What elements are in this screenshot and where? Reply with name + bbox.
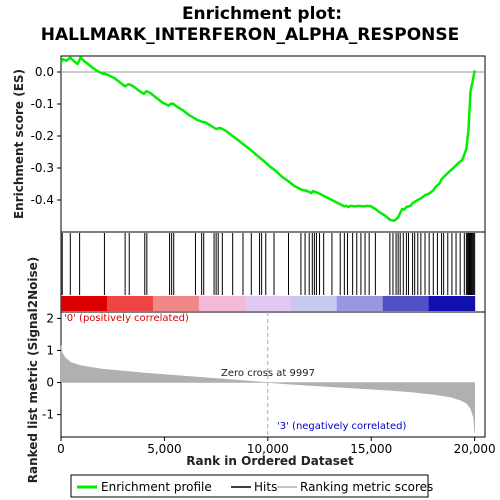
- es-y-tick-label: -0.4: [31, 193, 54, 207]
- negative-correlation-label: '3' (negatively correlated): [277, 421, 406, 432]
- metric-y-tick-label: 0: [46, 376, 54, 390]
- heatmap-segment: [428, 296, 476, 311]
- heatmap-segment: [290, 296, 338, 311]
- chart-title-line1: Enrichment plot:: [182, 4, 342, 24]
- metric-panel: 2 1 0 -1 0 5,000 10,000 15,000 20,000: [42, 311, 496, 456]
- hits-panel: [61, 233, 476, 311]
- rank-x-tick-label: 10,000: [247, 442, 289, 456]
- metric-axis-title: Ranked list metric (Signal2Noise): [26, 257, 40, 484]
- legend-box: [70, 474, 429, 498]
- heatmap-segment: [106, 296, 154, 311]
- metric-y-tick-label: 1: [46, 343, 54, 357]
- heatmap-segment: [336, 296, 384, 311]
- heatmap-segment: [382, 296, 430, 311]
- es-axis-title: Enrichment score (ES): [12, 69, 26, 219]
- es-y-tick-label: -0.3: [31, 161, 54, 175]
- es-y-tick-label: 0.0: [35, 65, 54, 79]
- positive-correlation-label: '0' (positively correlated): [64, 313, 189, 324]
- rank-x-tick-label: 15,000: [350, 442, 392, 456]
- es-panel-frame: [60, 55, 486, 233]
- es-y-tick-label: -0.2: [31, 129, 54, 143]
- legend-label-enrichment: Enrichment profile: [101, 480, 212, 494]
- legend: Enrichment profile Hits Ranking metric s…: [70, 474, 433, 498]
- ranking-metric-area: [60, 345, 475, 433]
- es-y-tick-label: -0.1: [31, 97, 54, 111]
- heatmap-segment: [61, 296, 108, 311]
- heatmap-segment: [152, 296, 200, 311]
- metric-y-tick-label: -1: [42, 408, 54, 422]
- chart-title-line2: HALLMARK_INTERFERON_ALPHA_RESPONSE: [41, 25, 460, 45]
- legend-label-hits: Hits: [254, 480, 277, 494]
- heatmap-segment: [244, 296, 292, 311]
- rank-x-tick-label: 20,000: [454, 442, 496, 456]
- metric-y-tick-label: 2: [46, 311, 54, 325]
- zero-cross-label: Zero cross at 9997: [221, 368, 315, 379]
- rank-x-tick-label: 5,000: [147, 442, 181, 456]
- rank-x-tick-label: 0: [57, 442, 65, 456]
- enrichment-profile-line: [59, 56, 476, 223]
- rank-axis-title: Rank in Ordered Dataset: [186, 454, 354, 468]
- heatmap-segment: [198, 296, 246, 311]
- legend-label-metric: Ranking metric scores: [300, 480, 433, 494]
- es-panel: 0.0 -0.1 -0.2 -0.3 -0.4: [31, 56, 485, 223]
